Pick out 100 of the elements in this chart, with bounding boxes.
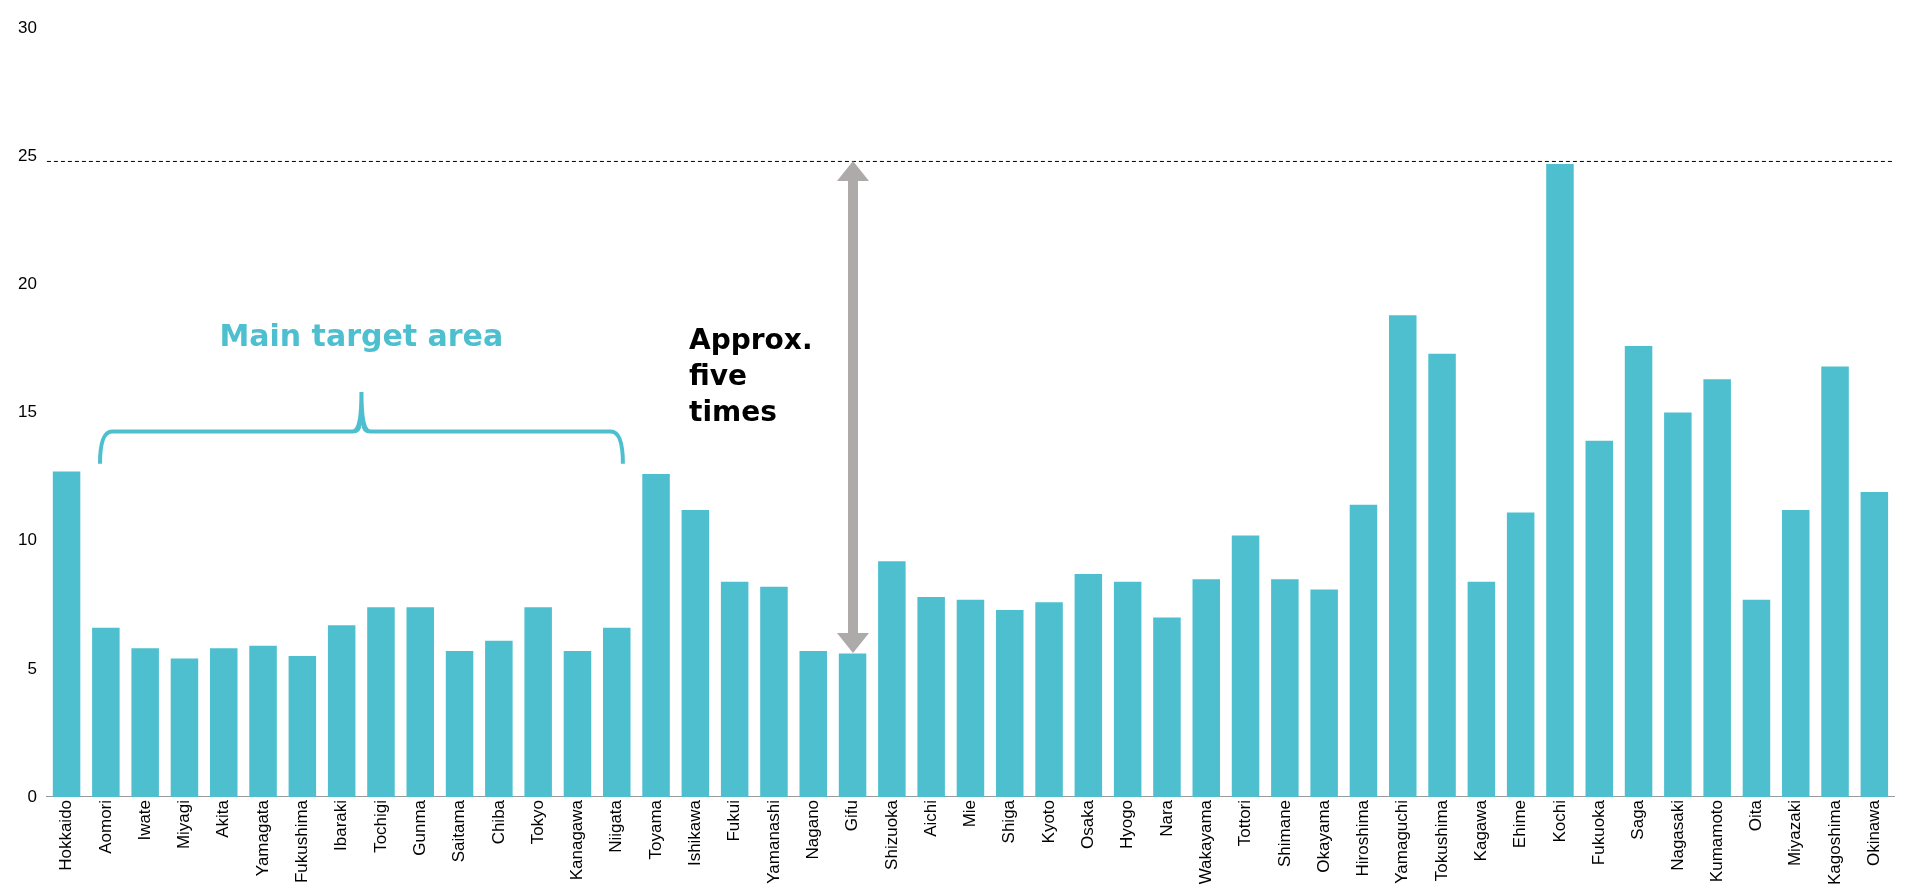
x-tick-label: Okinawa bbox=[1864, 799, 1884, 867]
bar bbox=[485, 640, 513, 797]
x-tick-label: Kumamoto bbox=[1706, 799, 1726, 883]
bar bbox=[1349, 504, 1378, 797]
bar bbox=[1035, 602, 1063, 797]
x-tick-label: Miyazaki bbox=[1785, 799, 1805, 867]
x-tick-label: Gifu bbox=[842, 799, 862, 832]
y-tick-label: 20 bbox=[17, 274, 37, 294]
x-tick-label: Niigata bbox=[606, 799, 626, 853]
x-tick-label: Tottori bbox=[1235, 799, 1255, 847]
bar bbox=[1074, 574, 1103, 797]
x-tick-label: Chiba bbox=[488, 799, 508, 845]
x-tick-label: Yamagata bbox=[252, 799, 272, 877]
y-tick-label: 25 bbox=[17, 146, 37, 166]
x-tick-label: Shizuoka bbox=[881, 799, 901, 870]
bar bbox=[1703, 379, 1731, 797]
x-tick-label: Ishikawa bbox=[685, 799, 705, 867]
bar bbox=[445, 650, 474, 797]
annotation: Approx. five times bbox=[689, 322, 813, 428]
bar bbox=[524, 607, 552, 797]
bar bbox=[210, 648, 238, 797]
y-tick-label: 15 bbox=[17, 402, 37, 422]
bar bbox=[878, 561, 906, 797]
x-tick-label: Yamaguchi bbox=[1392, 799, 1412, 884]
bar bbox=[563, 650, 592, 797]
bar bbox=[642, 474, 670, 797]
bar bbox=[1742, 599, 1771, 797]
x-tick-label: Toyama bbox=[645, 799, 665, 860]
x-tick-label: Fukushima bbox=[292, 799, 312, 884]
bar bbox=[996, 609, 1024, 797]
x-tick-label: Shiga bbox=[999, 799, 1019, 844]
x-tick-label: Fukuoka bbox=[1588, 799, 1608, 866]
bar bbox=[720, 581, 749, 797]
x-tick-label: Tokyo bbox=[527, 799, 547, 845]
bar bbox=[327, 625, 356, 797]
x-tick-label: Aichi bbox=[920, 799, 940, 837]
bar bbox=[956, 599, 985, 797]
x-tick-label: Osaka bbox=[1078, 799, 1098, 850]
bar bbox=[799, 650, 828, 797]
bar bbox=[681, 509, 710, 797]
x-tick-label: Saga bbox=[1628, 799, 1648, 840]
x-tick-label: Tochigi bbox=[370, 799, 390, 853]
bar bbox=[1585, 440, 1614, 797]
y-tick-label: 0 bbox=[27, 786, 37, 806]
bar bbox=[249, 645, 277, 797]
bar bbox=[760, 586, 788, 797]
x-tick-label: Kyoto bbox=[1038, 799, 1058, 844]
x-tick-label: Okayama bbox=[1313, 799, 1333, 873]
bar bbox=[1192, 579, 1221, 797]
annotation: Main target area bbox=[219, 317, 504, 353]
x-tick-label: Ehime bbox=[1510, 799, 1530, 849]
y-tick-label: 10 bbox=[17, 530, 37, 550]
x-tick-label: Aomori bbox=[95, 799, 115, 854]
x-tick-label: Hyogo bbox=[1117, 799, 1137, 850]
x-tick-label: Gunma bbox=[409, 799, 429, 856]
bar bbox=[1310, 589, 1338, 797]
bar bbox=[52, 471, 81, 797]
bar bbox=[1506, 512, 1535, 797]
x-tick-label: Akita bbox=[213, 799, 233, 838]
bar bbox=[1782, 509, 1810, 797]
bar bbox=[603, 627, 631, 797]
bar bbox=[1860, 492, 1889, 797]
x-tick-label: Tokushima bbox=[1431, 799, 1451, 882]
x-tick-label: Miyagi bbox=[174, 799, 194, 850]
x-tick-label: Nagano bbox=[802, 799, 822, 860]
bar bbox=[92, 627, 120, 797]
x-tick-label: Kochi bbox=[1549, 799, 1569, 843]
bar bbox=[1428, 353, 1456, 797]
x-tick-label: Nara bbox=[1156, 799, 1176, 837]
bar bbox=[1113, 581, 1142, 797]
bar bbox=[406, 607, 435, 797]
bar bbox=[1546, 164, 1574, 797]
x-tick-label: Oita bbox=[1746, 799, 1766, 832]
bar bbox=[1821, 366, 1849, 797]
bar bbox=[1389, 315, 1417, 797]
y-tick-label: 5 bbox=[27, 658, 37, 678]
bar bbox=[288, 656, 317, 797]
bar bbox=[367, 607, 395, 797]
x-tick-label: Kanagawa bbox=[567, 799, 587, 881]
x-tick-label: Fukui bbox=[724, 799, 744, 842]
x-tick-label: Nagasaki bbox=[1667, 799, 1687, 871]
bar bbox=[1624, 345, 1653, 797]
x-tick-label: Kagoshima bbox=[1824, 799, 1844, 886]
x-tick-label: Mie bbox=[960, 799, 980, 828]
bar bbox=[1467, 581, 1496, 797]
x-tick-label: Iwate bbox=[134, 799, 154, 841]
bar bbox=[1153, 617, 1181, 797]
bar bbox=[917, 597, 945, 797]
x-tick-label: Saitama bbox=[449, 799, 469, 863]
bar bbox=[1231, 535, 1260, 797]
x-tick-label: Hiroshima bbox=[1353, 799, 1373, 877]
bar bbox=[131, 648, 159, 797]
x-tick-label: Kagawa bbox=[1471, 799, 1491, 862]
x-tick-label: Wakayama bbox=[1195, 799, 1215, 885]
x-tick-label: Yamanashi bbox=[763, 799, 783, 884]
x-tick-label: Ibaraki bbox=[331, 799, 351, 851]
x-tick-label: Hokkaido bbox=[56, 799, 76, 871]
bar bbox=[170, 658, 199, 797]
x-tick-label: Shimane bbox=[1274, 799, 1294, 868]
y-tick-label: 30 bbox=[17, 17, 37, 37]
